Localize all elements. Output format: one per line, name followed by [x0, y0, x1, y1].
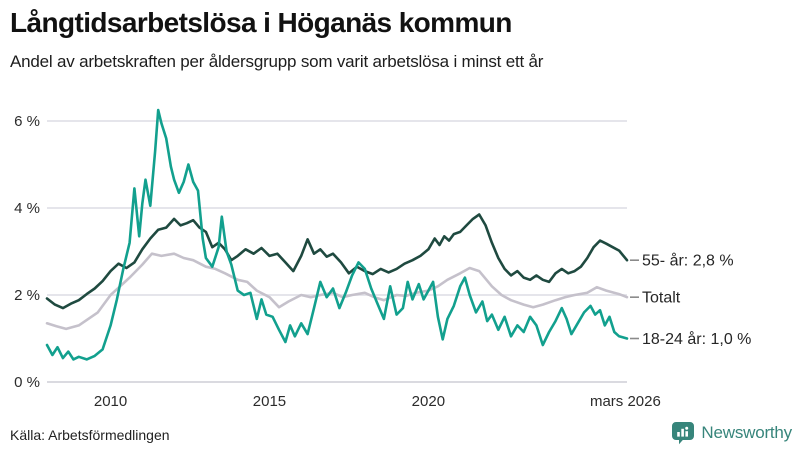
y-axis-tick-label: 2 %	[14, 287, 40, 304]
y-axis-tick-label: 4 %	[14, 200, 40, 217]
newsworthy-logo-icon	[672, 422, 695, 445]
x-axis-tick-label: 2020	[412, 393, 445, 410]
source-note: Källa: Arbetsförmedlingen	[10, 427, 170, 443]
series-line-18-24-r	[45, 108, 629, 361]
page-title: Långtidsarbetslösa i Höganäs kommun	[10, 7, 512, 38]
y-axis-tick-label: 6 %	[14, 113, 40, 130]
series-end-label-55-r: 55- år: 2,8 %	[642, 252, 734, 270]
series-line-Totalt	[45, 252, 629, 331]
x-axis-tick-label: 2010	[94, 393, 127, 410]
chart-header: Långtidsarbetslösa i Höganäs kommun Ande…	[10, 6, 790, 72]
chart-subtitle: Andel av arbetskraften per åldersgrupp s…	[10, 51, 544, 71]
series-end-label-Totalt: Totalt	[642, 290, 681, 307]
x-axis-tick-label: 2015	[253, 393, 286, 410]
series-end-label-18-24-r: 18-24 år: 1,0 %	[642, 330, 751, 348]
newsworthy-branding[interactable]: Newsworthy	[671, 421, 792, 445]
newsworthy-wordmark: Newsworthy	[701, 423, 792, 442]
y-axis-tick-label: 0 %	[14, 374, 40, 391]
series-line-55-r	[45, 213, 629, 310]
x-axis-tick-label: mars 2026	[590, 393, 661, 410]
